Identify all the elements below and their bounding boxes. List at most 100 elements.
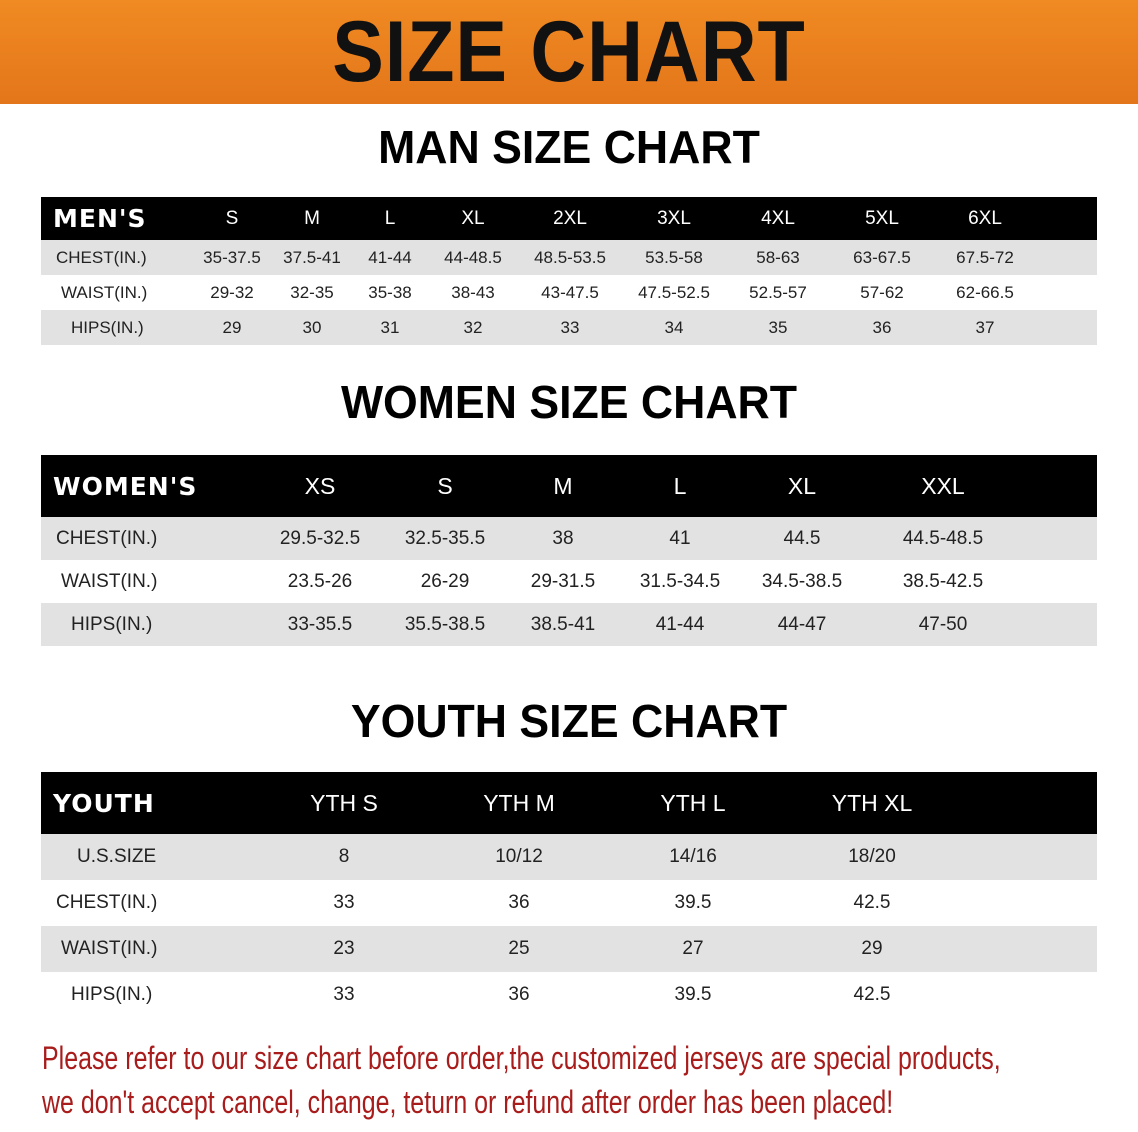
table-cell: 25 [508, 938, 530, 959]
table-row: U.S.SIZE 8 10/12 14/16 18/20 [41, 834, 1097, 880]
size-header-cell: 2XL [553, 207, 587, 229]
size-header-cell: YTH L [660, 789, 726, 816]
table-cell: 38.5-42.5 [902, 570, 984, 592]
table-cell: 43-47.5 [541, 282, 599, 302]
table-cell: 33 [560, 317, 580, 337]
table-cell: 33 [333, 984, 355, 1005]
youth-header-row: YOUTH YTH S YTH M YTH L YTH XL [41, 772, 1097, 834]
size-header-cell: 3XL [657, 207, 691, 229]
table-cell: 37.5-41 [283, 247, 341, 267]
table-title-cell: YOUTH [53, 788, 155, 818]
table-cell: 44.5 [783, 527, 821, 549]
size-header-cell: YTH M [483, 789, 555, 816]
table-cell: 32.5-35.5 [404, 527, 486, 549]
table-row: WAIST(IN.) 29-32 32-35 35-38 38-43 43-47.5 47.… [41, 275, 1097, 310]
table-cell: 31 [380, 317, 400, 337]
table-cell: 38-43 [451, 282, 495, 302]
table-cell: 30 [302, 317, 322, 337]
youth-size-table: YOUTH YTH S YTH M YTH L YTH XL U.S.SIZE 8 10/12… [41, 772, 1097, 1018]
size-header-cell: S [437, 472, 453, 499]
table-cell: 36 [508, 892, 530, 913]
table-cell: 18/20 [848, 846, 896, 867]
table-row: HIPS(IN.) 29 30 31 32 33 34 35 36 37 [41, 310, 1097, 345]
table-row: HIPS(IN.) 33-35.5 35.5-38.5 38.5-41 41-44 44-… [41, 603, 1097, 646]
size-header-cell: L [673, 472, 687, 499]
notice-line-1: Please refer to our size chart before or… [42, 1040, 1001, 1076]
table-cell: 58-63 [756, 247, 800, 267]
measurement-label: WAIST(IN.) [61, 282, 148, 302]
table-cell: 35.5-38.5 [404, 613, 486, 635]
table-cell: 38 [552, 527, 574, 549]
table-cell: 23.5-26 [287, 570, 353, 592]
youth-section-title: YOUTH SIZE CHART [350, 695, 788, 747]
size-header-cell: 6XL [968, 207, 1002, 229]
men-header-row: MEN'S S M L XL 2XL 3XL 4XL 5XL 6XL [41, 197, 1097, 240]
women-header-row: WOMEN'S XS S M L XL XXL [41, 455, 1097, 517]
table-cell: 31.5-34.5 [639, 570, 721, 592]
size-header-cell: M [553, 472, 573, 499]
table-cell: 34.5-38.5 [761, 570, 843, 592]
size-header-cell: YTH XL [831, 789, 913, 816]
table-cell: 36 [872, 317, 892, 337]
table-cell: 44.5-48.5 [902, 527, 984, 549]
size-header-cell: XL [461, 207, 485, 229]
men-section-title: MAN SIZE CHART [378, 121, 760, 173]
table-cell: 32-35 [290, 282, 334, 302]
table-cell: 36 [508, 984, 530, 1005]
size-header-cell: 5XL [865, 207, 899, 229]
table-cell: 14/16 [669, 846, 717, 867]
table-cell: 35 [768, 317, 788, 337]
table-cell: 44-47 [777, 613, 827, 635]
table-cell: 42.5 [853, 892, 891, 913]
table-cell: 23 [333, 938, 355, 959]
size-header-cell: M [304, 207, 320, 229]
table-cell: 41-44 [368, 247, 412, 267]
table-cell: 33 [333, 892, 355, 913]
table-cell: 8 [338, 846, 350, 867]
table-cell: 27 [682, 938, 704, 959]
table-cell: 67.5-72 [956, 247, 1014, 267]
women-size-table: WOMEN'S XS S M L XL XXL CHEST(IN.) 29.5-32.5 32.5… [41, 455, 1097, 646]
size-header-cell: L [384, 207, 396, 229]
table-cell: 35-38 [368, 282, 412, 302]
table-cell: 39.5 [674, 892, 712, 913]
table-row: CHEST(IN.) 35-37.5 37.5-41 41-44 44-48.5 48.5… [41, 240, 1097, 275]
size-header-cell: YTH S [310, 789, 378, 816]
measurement-label: WAIST(IN.) [61, 570, 158, 592]
table-cell: 37 [975, 317, 995, 337]
table-cell: 29 [222, 317, 242, 337]
size-header-cell: 4XL [761, 207, 795, 229]
table-cell: 35-37.5 [203, 247, 261, 267]
table-cell: 44-48.5 [444, 247, 502, 267]
table-cell: 29-31.5 [530, 570, 596, 592]
size-header-cell: S [225, 207, 239, 229]
table-cell: 34 [664, 317, 684, 337]
measurement-label: CHEST(IN.) [56, 247, 147, 267]
notice-line-2: we don't accept cancel, change, teturn o… [42, 1084, 894, 1120]
table-cell: 57-62 [860, 282, 904, 302]
measurement-label: HIPS(IN.) [71, 317, 144, 337]
measurement-label: CHEST(IN.) [56, 892, 158, 913]
table-cell: 47-50 [918, 613, 968, 635]
table-cell: 63-67.5 [853, 247, 911, 267]
table-cell: 29 [861, 938, 883, 959]
men-size-table: MEN'S S M L XL 2XL 3XL 4XL 5XL 6XL CHEST(IN.) 35-37… [41, 197, 1097, 345]
table-cell: 53.5-58 [645, 247, 703, 267]
table-cell: 26-29 [420, 570, 470, 592]
table-cell: 47.5-52.5 [638, 282, 710, 302]
table-cell: 41 [669, 527, 691, 549]
measurement-label: CHEST(IN.) [56, 527, 158, 549]
table-cell: 38.5-41 [530, 613, 596, 635]
size-header-cell: XS [304, 472, 336, 499]
table-cell: 29-32 [210, 282, 254, 302]
table-cell: 48.5-53.5 [534, 247, 606, 267]
banner: SIZE CHART [0, 0, 1138, 104]
table-cell: 52.5-57 [749, 282, 807, 302]
women-section-title: WOMEN SIZE CHART [340, 376, 798, 428]
table-row: WAIST(IN.) 23.5-26 26-29 29-31.5 31.5-34.5 34… [41, 560, 1097, 603]
table-title-cell: MEN'S [53, 204, 147, 233]
table-row: CHEST(IN.) 33 36 39.5 42.5 [41, 880, 1097, 926]
measurement-label: HIPS(IN.) [71, 984, 153, 1005]
table-cell: 33-35.5 [287, 613, 353, 635]
measurement-label: HIPS(IN.) [71, 613, 153, 635]
